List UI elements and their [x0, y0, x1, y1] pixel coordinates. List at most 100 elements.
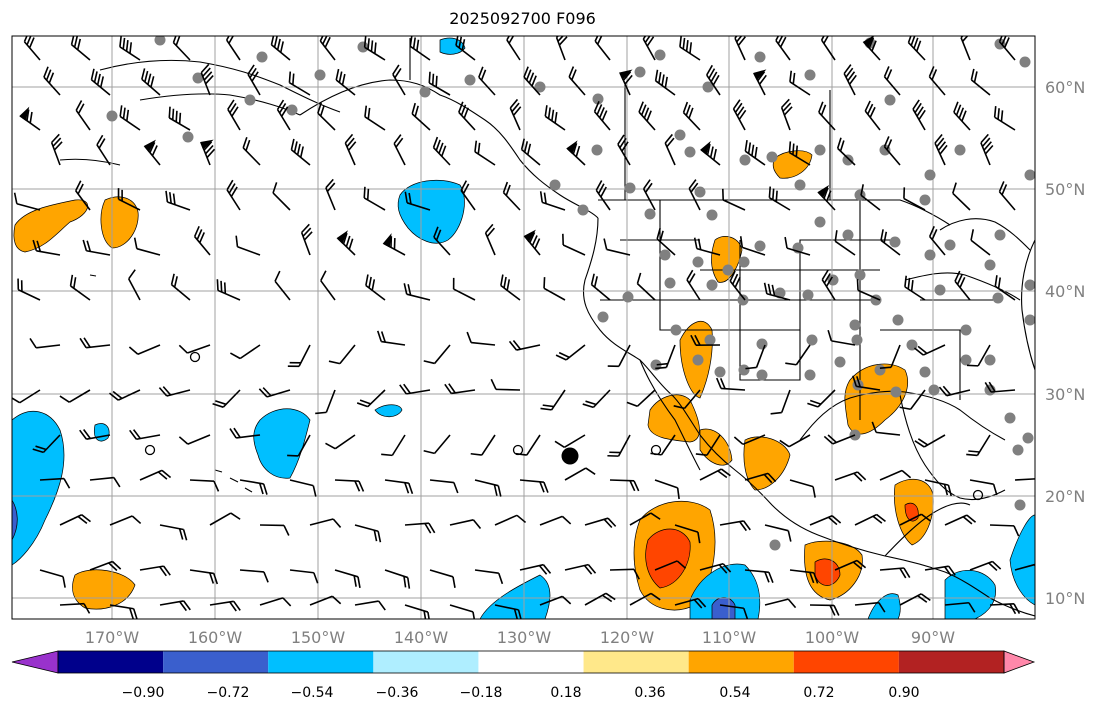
wind-barb — [172, 36, 191, 61]
wind-barb — [603, 238, 631, 256]
cb-label-8: 0.72 — [803, 685, 834, 701]
wind-barb — [381, 434, 406, 457]
longitude-labels: 170°W 160°W 150°W 140°W 130°W 120°W 110°… — [85, 628, 955, 647]
wind-barb — [17, 278, 41, 301]
lat-label-60n: 60°N — [1045, 78, 1085, 97]
wind-barb — [899, 389, 926, 411]
station-dot — [706, 279, 718, 291]
wind-barb — [823, 434, 856, 445]
wind-barb — [753, 69, 767, 96]
wind-barb — [821, 269, 836, 301]
station-dot — [804, 69, 816, 81]
wind-barb — [686, 269, 701, 301]
wind-barb — [879, 344, 901, 369]
wind-barb — [953, 101, 971, 131]
station-dot — [464, 74, 476, 86]
wind-barb — [834, 559, 867, 571]
station-dot — [984, 259, 996, 271]
station-dot — [944, 239, 956, 251]
wind-barb — [272, 182, 291, 211]
wind-barb — [693, 237, 721, 256]
wind-barb — [642, 36, 656, 61]
cb-label-9: 0.90 — [888, 685, 919, 701]
colorbar-segment — [793, 651, 899, 673]
wind-barb — [789, 70, 811, 96]
wind-barb — [899, 593, 931, 606]
wind-barb — [404, 522, 436, 534]
wind-barb — [239, 479, 268, 495]
wind-barb — [654, 560, 687, 571]
wind-barb — [928, 66, 946, 96]
station-dot — [954, 144, 966, 156]
station-dot — [754, 51, 766, 63]
wind-barb — [818, 101, 836, 131]
lon-label-140w: 140°W — [394, 628, 449, 647]
station-dot — [928, 384, 940, 396]
wind-barb — [788, 141, 811, 166]
wind-barb — [39, 477, 71, 489]
wind-barb — [914, 434, 946, 448]
wind-barb — [809, 514, 842, 526]
colorbar-segment — [163, 651, 269, 673]
wind-barb — [129, 429, 161, 441]
wind-barb — [695, 434, 721, 456]
station-dot — [549, 179, 561, 191]
wind-barb — [449, 519, 482, 530]
lon-label-130w: 130°W — [497, 628, 552, 647]
wind-barb — [883, 66, 901, 96]
station-dot — [1024, 314, 1035, 326]
wind-barb — [584, 592, 616, 606]
wind-barb — [247, 64, 261, 96]
colorbar-extend-max — [1003, 650, 1036, 674]
station-dot — [1019, 56, 1031, 68]
wind-barb — [159, 524, 188, 541]
wind-barb — [834, 230, 856, 256]
neg-region-small-1 — [94, 423, 110, 442]
wind-barb — [519, 563, 552, 575]
wind-barb — [158, 386, 191, 397]
wind-barb — [629, 592, 661, 606]
wind-barb — [1014, 562, 1035, 574]
wind-barb — [763, 282, 791, 301]
wind-barb — [970, 229, 991, 256]
station-dot — [644, 208, 656, 220]
wind-barb — [356, 389, 386, 408]
wind-barb — [807, 389, 836, 408]
wind-barb — [19, 106, 41, 131]
cb-label-4: −0.18 — [460, 685, 503, 701]
wind-barb — [993, 106, 1016, 131]
wind-barb — [980, 133, 994, 166]
wind-barb — [836, 137, 856, 166]
wind-barb — [139, 565, 171, 577]
colorbar-segment — [688, 651, 794, 673]
station-dot — [890, 386, 902, 398]
wind-barb — [165, 190, 191, 211]
wind-barb — [780, 98, 793, 131]
station-dot — [654, 49, 666, 61]
wind-barb — [336, 230, 356, 256]
neg-region-carib — [944, 569, 996, 619]
wind-barb — [109, 515, 142, 526]
station-dot — [192, 72, 204, 84]
pos-core-e-pac-2 — [814, 558, 841, 586]
wind-barb — [952, 182, 971, 211]
wind-barb — [319, 36, 336, 61]
wind-barb — [74, 180, 91, 211]
wind-barb — [287, 344, 311, 368]
wind-barb — [96, 134, 111, 166]
neg-region-south-2 — [689, 563, 761, 619]
station-dot — [714, 366, 726, 378]
wind-barb — [200, 139, 216, 166]
wind-barb — [393, 134, 406, 166]
wind-barb — [474, 140, 496, 166]
lon-label-120w: 120°W — [600, 628, 655, 647]
wind-barb — [494, 514, 527, 526]
wind-barb — [429, 479, 459, 494]
station-dot — [739, 154, 751, 166]
cb-label-1: −0.72 — [207, 685, 250, 701]
wind-barb — [500, 274, 521, 301]
station-dot — [766, 151, 778, 163]
wind-barb — [344, 133, 357, 166]
pos-region-sw-1 — [72, 569, 136, 610]
wind-barb — [178, 434, 211, 445]
